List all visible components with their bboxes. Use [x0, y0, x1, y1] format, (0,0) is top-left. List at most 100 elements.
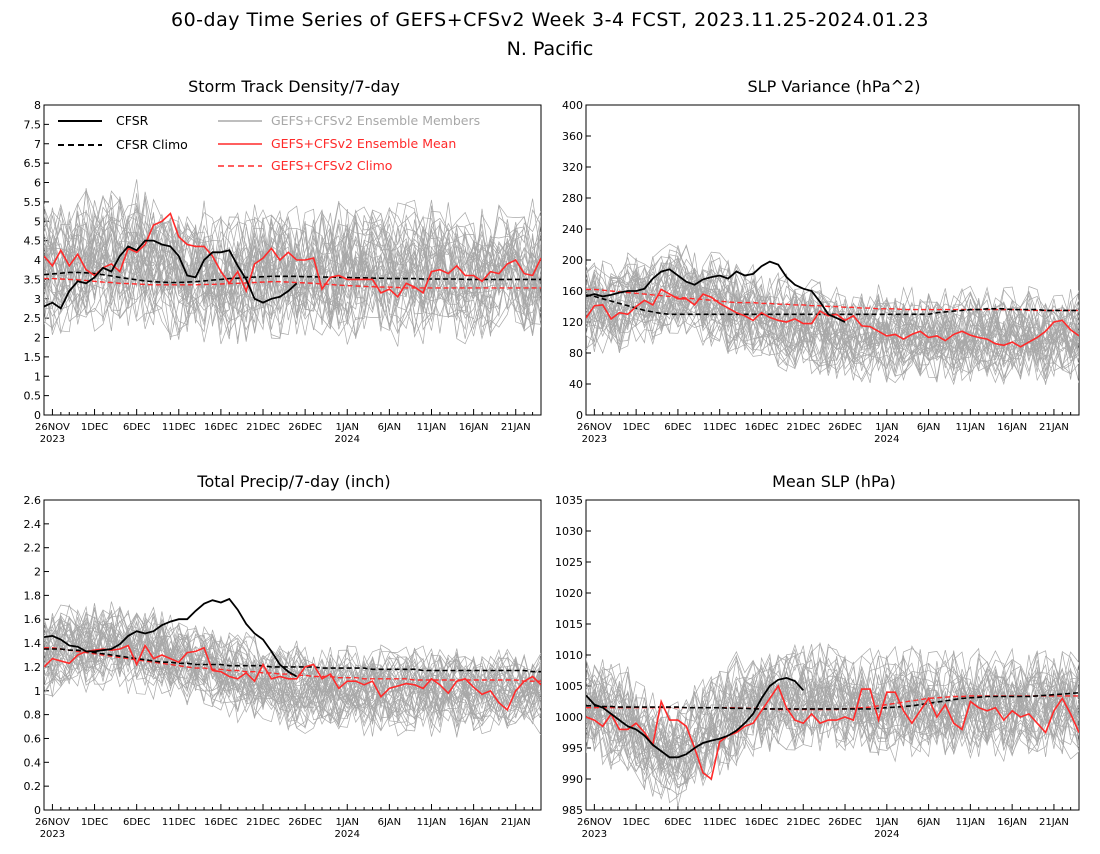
ensemble-member-line: [586, 680, 1079, 769]
x-tick-label: 16DEC: [745, 817, 779, 828]
x-tick-label: 21JAN: [501, 817, 531, 828]
x-tick-label: 11JAN: [955, 817, 985, 828]
x-tick-label: 11DEC: [162, 817, 196, 828]
x-tick-label: 6DEC: [123, 817, 150, 828]
x-tick-year-label: 2024: [335, 829, 360, 840]
ensemble-member-line: [586, 661, 1079, 759]
x-tick-year-label: 2023: [582, 829, 607, 840]
ensemble-member-line: [44, 243, 541, 345]
x-tick-label: 11JAN: [955, 422, 985, 433]
ensemble-mean-line: [586, 288, 1079, 348]
main-title: 60-day Time Series of GEFS+CFSv2 Week 3-…: [171, 9, 929, 31]
ensemble-member-line: [44, 224, 541, 313]
y-tick-label: 1015: [555, 618, 583, 631]
x-tick-label: 6DEC: [123, 422, 150, 433]
x-tick-label: 1DEC: [81, 422, 108, 433]
x-tick-label: 21JAN: [501, 422, 531, 433]
x-tick-label: 11DEC: [162, 422, 196, 433]
x-tick-label: 6JAN: [917, 422, 940, 433]
x-tick-label: 26DEC: [288, 817, 322, 828]
ensemble-climo-line: [44, 277, 541, 289]
ensemble-member-line: [44, 179, 541, 289]
ensemble-member-line: [586, 287, 1079, 378]
y-tick-label: 0: [34, 804, 41, 817]
legend: CFSR CFSR Climo GEFS+CFSv2 Ensemble Memb…: [58, 113, 480, 173]
ensemble-member-line: [44, 625, 541, 712]
ensemble-member-line: [586, 244, 1079, 345]
ensemble-member-line: [586, 286, 1079, 385]
cfsr-line: [44, 597, 298, 678]
y-tick-label: 2: [34, 332, 41, 345]
y-tick-label: 40: [569, 378, 583, 391]
y-tick-label: 3.5: [24, 273, 42, 286]
ensemble-member-line: [586, 254, 1079, 359]
y-tick-label: 6: [34, 177, 41, 190]
ensemble-member-line: [586, 265, 1079, 363]
y-tick-label: 320: [562, 161, 583, 174]
y-tick-label: 80: [569, 347, 583, 360]
x-tick-label: 11DEC: [703, 817, 737, 828]
x-tick-label: 16JAN: [997, 817, 1027, 828]
y-tick-label: 3: [34, 293, 41, 306]
cfsr-climo-line: [586, 692, 1079, 710]
y-tick-label: 1035: [555, 494, 583, 507]
y-tick-label: 0: [34, 409, 41, 422]
data-layer: [586, 642, 1079, 807]
ensemble-mean-line: [44, 643, 541, 712]
x-tick-year-label: 2023: [582, 434, 607, 445]
data-layer: [586, 243, 1079, 386]
ensemble-member-line: [44, 621, 541, 714]
y-tick-label: 2.2: [24, 542, 42, 555]
ensemble-member-line: [44, 222, 541, 330]
x-tick-label: 21DEC: [246, 817, 280, 828]
y-tick-label: 1020: [555, 587, 583, 600]
cfsr-line: [44, 239, 298, 310]
y-tick-label: 8: [34, 99, 41, 112]
x-tick-label: 11DEC: [703, 422, 737, 433]
ensemble-member-line: [44, 210, 541, 307]
x-tick-label: 26NOV: [577, 817, 612, 828]
x-tick-label: 26DEC: [828, 817, 862, 828]
x-tick-label: 16DEC: [745, 422, 779, 433]
x-tick-label: 16JAN: [459, 422, 489, 433]
slp-variance-panel: SLP Variance (hPa^2) 0 40 80 120 160 200 240 28…: [562, 77, 1080, 445]
ensemble-member-line: [44, 637, 541, 732]
y-tick-label: 1.8: [24, 589, 42, 602]
ensemble-member-line: [44, 191, 541, 296]
cfsr-line: [586, 260, 846, 323]
data-layer: [44, 179, 541, 347]
x-tick-label: 1JAN: [336, 422, 359, 433]
y-tick-label: 1025: [555, 556, 583, 569]
y-tick-label: 0.8: [24, 709, 42, 722]
y-tick-label: 2.5: [24, 312, 42, 325]
mean-slp-title: Mean SLP (hPa): [772, 472, 896, 491]
y-tick-label: 200: [562, 254, 583, 267]
y-tick-label: 995: [562, 742, 583, 755]
ensemble-member-line: [586, 645, 1079, 769]
ensemble-member-line: [44, 644, 541, 737]
y-tick-label: 7.5: [24, 118, 42, 131]
x-tick-label: 1DEC: [622, 422, 649, 433]
y-tick-label: 1030: [555, 525, 583, 538]
cfsr-climo-line: [44, 648, 541, 673]
mean-slp-panel: Mean SLP (hPa) 985 990 995 1000 1005 1010 1015…: [555, 472, 1080, 840]
y-tick-label: 6.5: [24, 157, 42, 170]
cfsr-climo-line: [44, 271, 541, 284]
y-tick-label: 400: [562, 99, 583, 112]
ensemble-member-line: [44, 206, 541, 307]
x-tick-label: 6JAN: [917, 817, 940, 828]
x-tick-label: 16JAN: [459, 817, 489, 828]
ensemble-member-line: [44, 189, 541, 292]
y-tick-label: 0.2: [24, 780, 42, 793]
total-precip-title: Total Precip/7-day (inch): [196, 472, 390, 491]
legend-label-members: GEFS+CFSv2 Ensemble Members: [271, 113, 480, 128]
y-tick-label: 360: [562, 130, 583, 143]
x-tick-label: 16DEC: [204, 422, 238, 433]
y-tick-label: 240: [562, 223, 583, 236]
x-tick-year-label: 2023: [40, 829, 65, 840]
x-tick-label: 26NOV: [577, 422, 612, 433]
ensemble-mean-line: [44, 212, 541, 299]
x-tick-label: 26DEC: [828, 422, 862, 433]
x-tick-label: 21DEC: [786, 817, 820, 828]
